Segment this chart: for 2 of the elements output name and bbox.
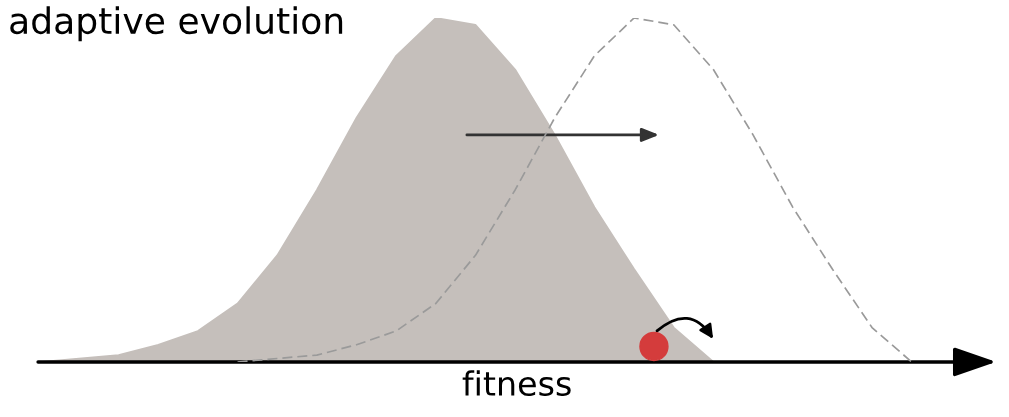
chart-title: adaptive evolution: [10, 6, 343, 42]
x-axis-title: fitness: [462, 370, 571, 397]
